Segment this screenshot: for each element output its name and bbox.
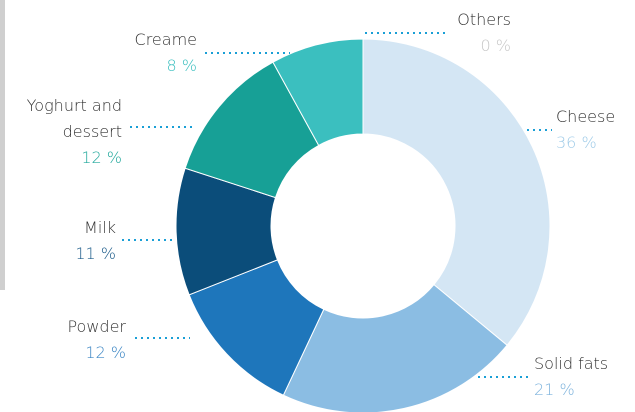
value-label: 12 % (81, 148, 122, 167)
value-label: 36 % (556, 133, 597, 152)
slice-label: Milk 11 % (0, 215, 116, 267)
category-name: Others (457, 10, 511, 29)
category-name: Solid fats (534, 354, 609, 373)
value-label: 21 % (534, 380, 575, 399)
slice (282, 283, 508, 412)
side-strip (0, 0, 5, 290)
slice (362, 38, 551, 346)
value-label: 12 % (85, 343, 126, 362)
category-name: Cheese (556, 107, 616, 126)
slice-label: Powder 12 % (0, 314, 126, 366)
slice-label: Solid fats 21 % (534, 351, 624, 403)
category-name: Yoghurt and dessert (26, 96, 122, 141)
category-name: Powder (67, 317, 126, 336)
category-name: Creame (134, 30, 197, 49)
value-label: 8 % (166, 56, 197, 75)
slice-label: Cheese 36 % (556, 104, 635, 156)
slice (272, 38, 364, 147)
value-label: 11 % (75, 244, 116, 263)
value-label: 0 % (480, 36, 511, 55)
slice-label: Creame 8 % (67, 27, 197, 79)
category-name: Milk (84, 218, 116, 237)
slice-label: Yoghurt and dessert 12 % (0, 93, 122, 171)
slice-label: Others 0 % (381, 7, 511, 59)
